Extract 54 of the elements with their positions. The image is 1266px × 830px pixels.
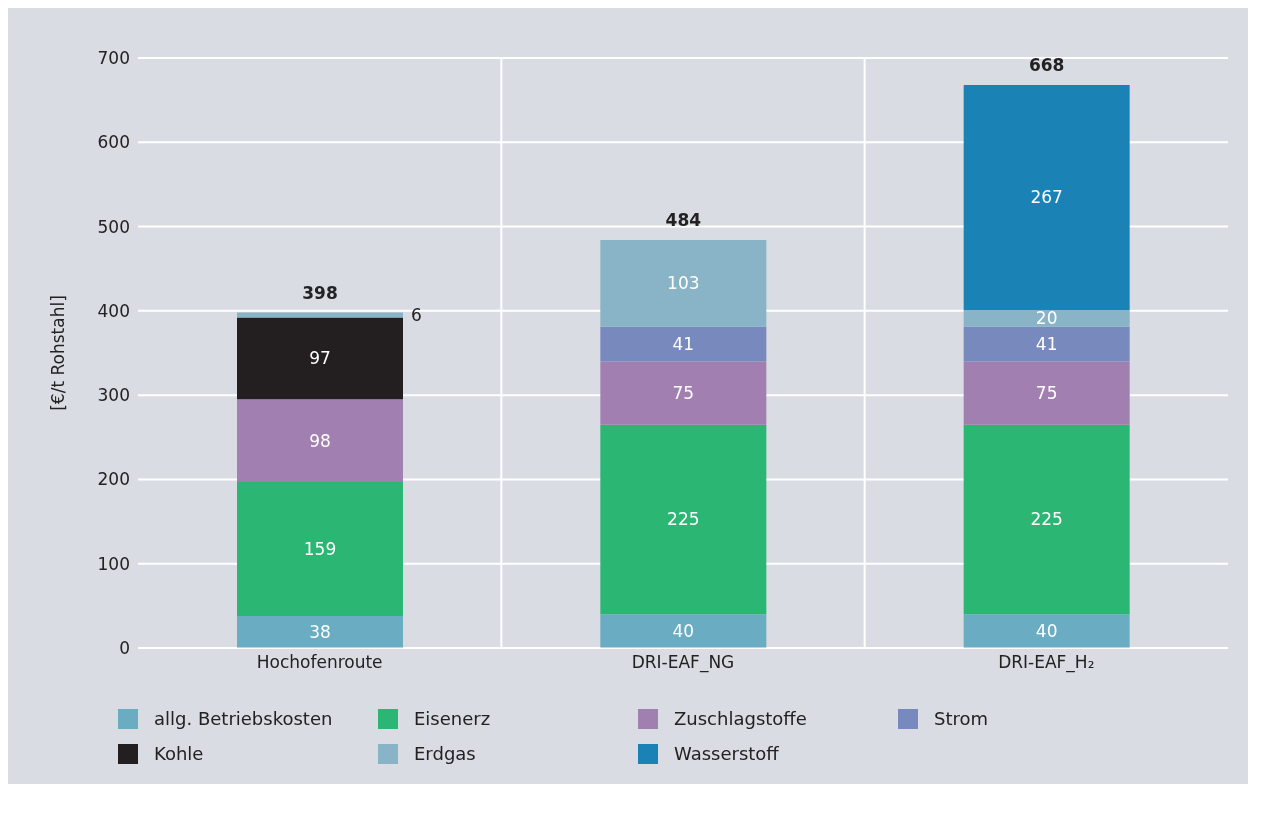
data-label: 38: [309, 621, 331, 642]
data-label: 75: [672, 383, 695, 404]
data-label: 267: [1030, 187, 1063, 208]
bar: [237, 399, 403, 482]
y-tick-label: 400: [97, 300, 130, 321]
y-tick-label: 100: [97, 553, 130, 574]
x-tick-label: Hochofenroute: [256, 652, 383, 673]
legend-label: Eisenerz: [414, 708, 491, 729]
data-label: 103: [667, 273, 700, 294]
bar: [237, 312, 403, 318]
x-tick-label: DRI-EAF_NG: [631, 652, 735, 674]
y-tick-label: 700: [97, 48, 130, 69]
total-label: 398: [302, 282, 338, 303]
legend-label: Wasserstoff: [674, 743, 779, 764]
y-axis-title: [€/t Rohstahl]: [48, 295, 69, 411]
data-label: 225: [1030, 509, 1063, 530]
legend-label: Zuschlagstoffe: [674, 708, 807, 729]
data-label: 75: [1035, 383, 1058, 404]
legend-label: Kohle: [154, 743, 204, 764]
data-label: 97: [309, 348, 331, 369]
data-label: 41: [672, 334, 695, 355]
x-tick-label: DRI-EAF_H₂: [998, 652, 1095, 674]
bar: [237, 481, 403, 616]
y-tick-label: 600: [97, 132, 130, 153]
bar: [963, 424, 1130, 615]
legend-label: Erdgas: [414, 743, 476, 764]
bar: [963, 326, 1130, 362]
bar: [600, 614, 767, 648]
legend-label: Strom: [934, 708, 989, 729]
data-label: 40: [1035, 621, 1058, 642]
data-label: 40: [672, 621, 695, 642]
data-label: 6: [411, 305, 422, 326]
bar: [237, 317, 403, 400]
data-label: 225: [667, 509, 700, 530]
total-label: 668: [1028, 54, 1065, 75]
bar: [600, 361, 767, 425]
data-label: 20: [1035, 308, 1058, 329]
bar: [963, 310, 1130, 327]
bar: [237, 615, 403, 648]
y-tick-label: 200: [97, 469, 130, 490]
bar: [600, 326, 767, 362]
bar: [600, 424, 767, 615]
data-label: 98: [309, 430, 331, 451]
total-label: 484: [665, 210, 702, 231]
bar: [963, 84, 1130, 311]
legend-label: allg. Betriebskosten: [154, 708, 333, 729]
bar: [600, 240, 767, 327]
bar: [963, 614, 1130, 648]
bar: [963, 361, 1130, 425]
y-tick-label: 0: [119, 638, 130, 659]
y-tick-label: 300: [97, 385, 130, 406]
data-label: 41: [1035, 334, 1058, 355]
data-label: 159: [303, 538, 337, 559]
y-tick-label: 500: [97, 216, 130, 237]
